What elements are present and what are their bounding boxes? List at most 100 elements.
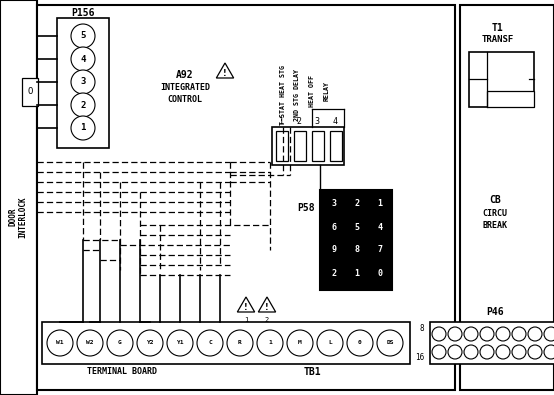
Circle shape bbox=[480, 327, 494, 341]
Text: 3: 3 bbox=[331, 199, 336, 209]
Circle shape bbox=[528, 345, 542, 359]
Bar bbox=[57, 18, 109, 148]
Text: 16: 16 bbox=[415, 353, 424, 362]
Text: RELAY: RELAY bbox=[324, 81, 330, 101]
Text: CIRCU: CIRCU bbox=[483, 209, 507, 218]
Text: 9: 9 bbox=[331, 246, 336, 254]
Text: 2: 2 bbox=[331, 269, 336, 278]
Circle shape bbox=[347, 240, 367, 260]
Circle shape bbox=[370, 263, 390, 283]
Bar bbox=[294, 131, 306, 161]
Text: 4: 4 bbox=[377, 222, 382, 231]
Bar bbox=[42, 322, 410, 364]
Text: 4: 4 bbox=[80, 55, 86, 64]
Text: Y1: Y1 bbox=[176, 340, 184, 346]
Text: R: R bbox=[238, 340, 242, 346]
Bar bbox=[320, 190, 392, 290]
Circle shape bbox=[77, 330, 103, 356]
Text: P46: P46 bbox=[486, 307, 504, 317]
Text: 8: 8 bbox=[355, 246, 360, 254]
Text: 8: 8 bbox=[419, 324, 424, 333]
Circle shape bbox=[347, 194, 367, 214]
Text: 4: 4 bbox=[332, 117, 337, 126]
Circle shape bbox=[480, 345, 494, 359]
Bar bbox=[487, 91, 534, 107]
Circle shape bbox=[496, 345, 510, 359]
Circle shape bbox=[47, 330, 73, 356]
Text: W2: W2 bbox=[86, 340, 94, 346]
Circle shape bbox=[324, 217, 344, 237]
Bar bbox=[37, 5, 455, 390]
Circle shape bbox=[197, 330, 223, 356]
Circle shape bbox=[432, 345, 446, 359]
Text: P156: P156 bbox=[71, 8, 95, 18]
Text: 6: 6 bbox=[331, 222, 336, 231]
Text: 1: 1 bbox=[268, 340, 272, 346]
Text: 0: 0 bbox=[377, 269, 382, 278]
Bar bbox=[330, 131, 342, 161]
Circle shape bbox=[71, 70, 95, 94]
Circle shape bbox=[227, 330, 253, 356]
Text: 3: 3 bbox=[315, 117, 320, 126]
Circle shape bbox=[71, 116, 95, 140]
Bar bbox=[0, 0, 37, 395]
Circle shape bbox=[464, 345, 478, 359]
Bar bbox=[276, 131, 288, 161]
Circle shape bbox=[71, 93, 95, 117]
Text: L: L bbox=[328, 340, 332, 346]
Circle shape bbox=[528, 327, 542, 341]
Text: 3: 3 bbox=[80, 77, 86, 87]
Bar bbox=[22, 78, 38, 106]
Circle shape bbox=[347, 330, 373, 356]
Text: T1: T1 bbox=[492, 23, 504, 33]
Circle shape bbox=[544, 345, 554, 359]
Bar bbox=[272, 127, 344, 165]
Text: Y2: Y2 bbox=[146, 340, 154, 346]
Text: 1: 1 bbox=[244, 317, 248, 323]
Circle shape bbox=[107, 330, 133, 356]
Text: 2ND STG DELAY: 2ND STG DELAY bbox=[294, 69, 300, 121]
Circle shape bbox=[512, 345, 526, 359]
Circle shape bbox=[324, 194, 344, 214]
Text: 2: 2 bbox=[296, 117, 301, 126]
Text: 1: 1 bbox=[377, 199, 382, 209]
Text: 0: 0 bbox=[358, 340, 362, 346]
Text: DS: DS bbox=[386, 340, 394, 346]
Text: T-STAT HEAT STG: T-STAT HEAT STG bbox=[280, 65, 286, 125]
Circle shape bbox=[257, 330, 283, 356]
Text: A92: A92 bbox=[176, 70, 194, 80]
Text: C: C bbox=[208, 340, 212, 346]
Circle shape bbox=[464, 327, 478, 341]
Text: G: G bbox=[118, 340, 122, 346]
Text: 2: 2 bbox=[265, 317, 269, 323]
Circle shape bbox=[432, 327, 446, 341]
Text: CONTROL: CONTROL bbox=[167, 96, 203, 105]
Circle shape bbox=[324, 240, 344, 260]
Circle shape bbox=[347, 217, 367, 237]
Text: 2: 2 bbox=[355, 199, 360, 209]
Circle shape bbox=[512, 327, 526, 341]
Text: INTEGRATED: INTEGRATED bbox=[160, 83, 210, 92]
Circle shape bbox=[370, 240, 390, 260]
Bar bbox=[312, 131, 324, 161]
Circle shape bbox=[324, 263, 344, 283]
Text: P58: P58 bbox=[297, 203, 315, 213]
Circle shape bbox=[496, 327, 510, 341]
Text: 1: 1 bbox=[279, 117, 284, 126]
Bar bbox=[469, 52, 534, 107]
Circle shape bbox=[448, 345, 462, 359]
Text: DOOR
INTERLOCK: DOOR INTERLOCK bbox=[8, 196, 28, 238]
Text: 1: 1 bbox=[355, 269, 360, 278]
Text: !: ! bbox=[223, 70, 227, 79]
Text: 5: 5 bbox=[355, 222, 360, 231]
Text: 7: 7 bbox=[377, 246, 382, 254]
Circle shape bbox=[448, 327, 462, 341]
Text: O: O bbox=[27, 88, 33, 96]
Text: 1: 1 bbox=[80, 124, 86, 132]
Circle shape bbox=[71, 24, 95, 48]
Text: !: ! bbox=[244, 303, 248, 312]
Text: CB: CB bbox=[489, 195, 501, 205]
Text: W1: W1 bbox=[57, 340, 64, 346]
Bar bbox=[460, 5, 554, 390]
Circle shape bbox=[317, 330, 343, 356]
